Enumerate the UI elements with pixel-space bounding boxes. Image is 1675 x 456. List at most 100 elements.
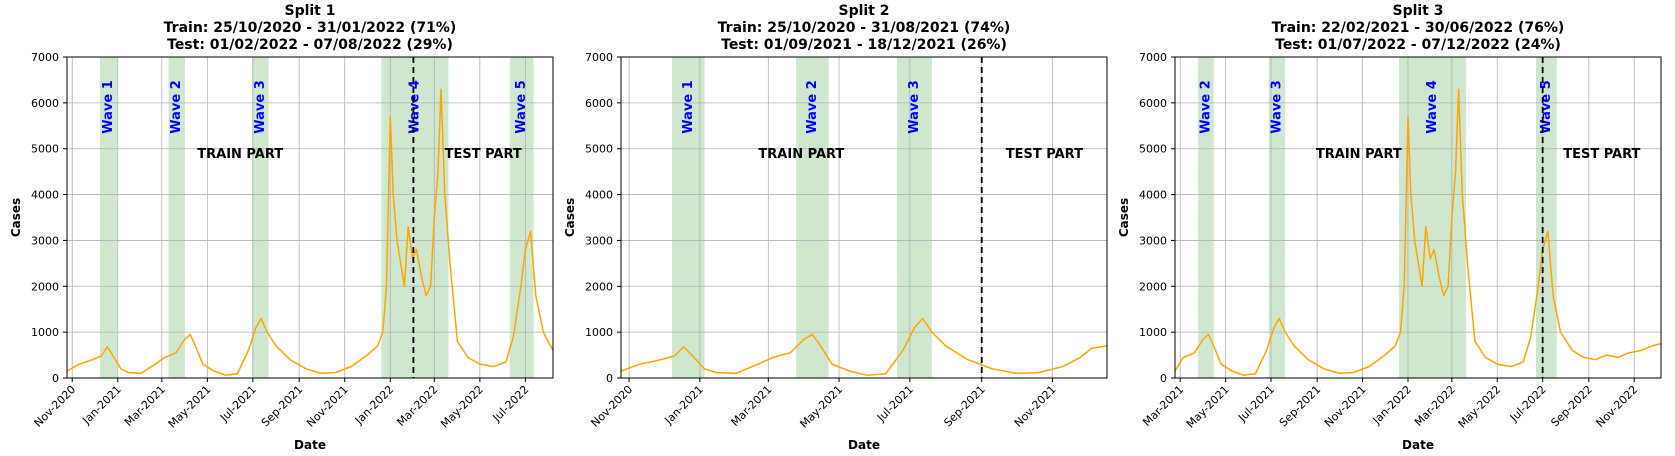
y-axis-label: Cases <box>563 198 577 237</box>
x-tick-label: Jul-2021 <box>1235 383 1277 425</box>
x-tick-label: Mar-2021 <box>122 383 168 429</box>
wave-label: Wave 5 <box>1539 80 1554 134</box>
chart-subtitle: Train: 25/10/2020 - 31/01/2022 (71%) <box>164 20 457 36</box>
y-tick-label: 5000 <box>31 143 59 156</box>
chart-subtitle: Train: 22/02/2021 - 30/06/2022 (76%) <box>1272 20 1565 36</box>
train-part-label: TRAIN PART <box>197 147 283 162</box>
x-tick-label: May-2022 <box>438 383 486 431</box>
wave-label: Wave 2 <box>1198 80 1213 134</box>
wave-band <box>672 57 705 378</box>
x-tick-label: Jul-2021 <box>217 383 259 425</box>
plot-frame <box>66 56 554 379</box>
wave-label: Wave 1 <box>101 80 116 134</box>
x-tick-label: Mar-2021 <box>1140 383 1186 429</box>
test-part-label: TEST PART <box>1006 147 1083 162</box>
y-tick-label: 3000 <box>585 234 613 247</box>
wave-band <box>252 57 269 378</box>
test-part-label: TEST PART <box>445 147 522 162</box>
chart-subtitle: Train: 25/10/2020 - 31/08/2021 (74%) <box>718 20 1011 36</box>
y-tick-label: 6000 <box>31 97 59 110</box>
x-tick-label: May-2021 <box>797 383 845 431</box>
cases-series-line <box>1174 88 1662 376</box>
wave-label: Wave 2 <box>169 80 184 134</box>
wave-band <box>1268 57 1286 378</box>
cases-series-line <box>66 88 554 376</box>
y-axis-label: Cases <box>1117 198 1131 237</box>
y-tick-label: 3000 <box>1139 234 1167 247</box>
x-axis-label: Date <box>1402 438 1434 452</box>
chart-subtitle: Test: 01/07/2022 - 07/12/2022 (24%) <box>1275 37 1561 53</box>
chart-title: Split 2 <box>838 3 889 19</box>
wave-band <box>1399 57 1467 378</box>
x-tick-label: Nov-2021 <box>304 383 351 430</box>
x-tick-label: Nov-2021 <box>1012 383 1059 430</box>
y-tick-label: 5000 <box>585 143 613 156</box>
y-tick-label: 4000 <box>1139 189 1167 202</box>
x-tick-label: Sep-2021 <box>941 383 987 429</box>
wave-band <box>509 57 534 378</box>
train-part-label: TRAIN PART <box>758 147 844 162</box>
x-tick-label: Mar-2021 <box>728 383 774 429</box>
wave-label: Wave 1 <box>681 80 696 134</box>
wave-band <box>1198 57 1214 378</box>
wave-band <box>796 57 829 378</box>
wave-label: Wave 3 <box>1269 80 1284 134</box>
x-tick-label: Jan-2022 <box>1370 383 1414 427</box>
x-tick-label: Sep-2021 <box>259 383 305 429</box>
x-tick-label: Mar-2022 <box>394 383 440 429</box>
test-part-label: TEST PART <box>1563 147 1640 162</box>
plot-frame <box>1174 56 1662 379</box>
y-tick-label: 7000 <box>585 51 613 64</box>
y-tick-label: 3000 <box>31 234 59 247</box>
wave-label: Wave 4 <box>407 80 422 134</box>
chart-subtitle: Test: 01/09/2021 - 18/12/2021 (26%) <box>721 37 1007 53</box>
x-tick-label: Jul-2021 <box>874 383 916 425</box>
wave-band <box>1535 57 1557 378</box>
wave-label: Wave 3 <box>907 80 922 134</box>
chart-title: Split 1 <box>284 3 335 19</box>
y-tick-label: 0 <box>1160 372 1167 385</box>
y-tick-label: 6000 <box>1139 97 1167 110</box>
y-tick-label: 7000 <box>1139 51 1167 64</box>
x-tick-label: May-2022 <box>1456 383 1504 431</box>
x-axis-label: Date <box>294 438 326 452</box>
wave-band <box>168 57 185 378</box>
cases-series-line <box>620 317 1108 376</box>
x-tick-label: Nov-2020 <box>588 383 635 430</box>
y-tick-label: 2000 <box>31 280 59 293</box>
x-tick-label: Jul-2022 <box>1507 383 1549 425</box>
x-tick-label: Sep-2021 <box>1277 383 1323 429</box>
y-tick-label: 0 <box>52 372 59 385</box>
x-tick-label: Nov-2020 <box>32 383 79 430</box>
y-tick-label: 5000 <box>1139 143 1167 156</box>
x-tick-label: Mar-2022 <box>1412 383 1458 429</box>
y-tick-label: 2000 <box>585 280 613 293</box>
wave-label: Wave 4 <box>1425 80 1440 134</box>
wave-label: Wave 5 <box>514 80 529 134</box>
wave-band <box>99 57 118 378</box>
y-tick-label: 0 <box>606 372 613 385</box>
plot-frame <box>620 56 1108 379</box>
wave-band <box>381 57 449 378</box>
y-axis-label: Cases <box>9 198 23 237</box>
x-tick-label: May-2021 <box>166 383 214 431</box>
y-tick-label: 7000 <box>31 51 59 64</box>
y-tick-label: 1000 <box>31 326 59 339</box>
y-tick-label: 4000 <box>31 189 59 202</box>
x-tick-label: Nov-2022 <box>1594 383 1641 430</box>
y-tick-label: 4000 <box>585 189 613 202</box>
x-tick-label: Sep-2022 <box>1548 383 1594 429</box>
x-tick-label: Jul-2022 <box>490 383 532 425</box>
x-tick-label: May-2021 <box>1184 383 1232 431</box>
train-part-label: TRAIN PART <box>1316 147 1402 162</box>
y-tick-label: 1000 <box>585 326 613 339</box>
wave-label: Wave 3 <box>253 80 268 134</box>
chart-subtitle: Test: 01/02/2022 - 07/08/2022 (29%) <box>167 37 453 53</box>
x-tick-label: Nov-2021 <box>1322 383 1369 430</box>
x-tick-label: Jan-2021 <box>662 383 706 427</box>
y-tick-label: 2000 <box>1139 280 1167 293</box>
